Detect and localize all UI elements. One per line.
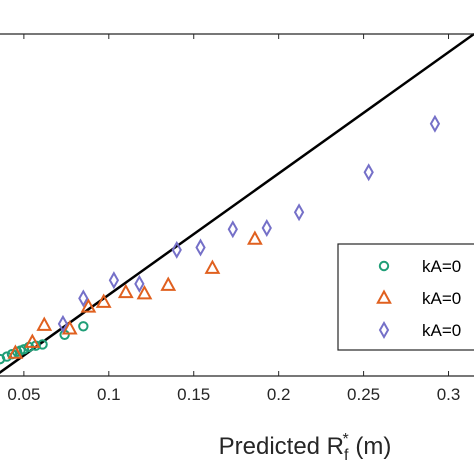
data-point-diamond: [227, 220, 238, 239]
legend-label: kA=0: [422, 289, 461, 308]
data-point-triangle: [24, 333, 41, 348]
x-axis-title: Predicted Rf* (m): [219, 431, 392, 464]
data-point-diamond: [171, 240, 182, 259]
legend-label: kA=0: [422, 257, 461, 276]
legend: kA=0 kA=0 kA=0: [337, 243, 474, 351]
x-tick-label: 0.15: [177, 385, 210, 404]
x-tick-label: 0.3: [437, 385, 461, 404]
x-axis-title-unit: (m): [349, 433, 392, 460]
data-point-diamond: [363, 163, 374, 182]
x-tick-label: 0.25: [347, 385, 380, 404]
data-point-circle: [78, 321, 89, 332]
data-point-triangle: [160, 276, 177, 291]
axes: 0.05 0.1 0.15 0.2 0.25 0.3: [0, 33, 474, 404]
data-point-diamond: [134, 274, 145, 293]
data-point-diamond: [293, 203, 305, 222]
data-point-triangle: [80, 298, 97, 313]
legend-marker-triangle: [376, 289, 392, 304]
data-point-triangle: [61, 320, 78, 335]
data-point-diamond: [261, 219, 272, 238]
series-diamond: [57, 114, 441, 333]
data-point-triangle: [117, 283, 134, 299]
data-point-triangle: [246, 230, 263, 245]
data-point-diamond: [429, 114, 441, 133]
x-axis-title-main: Predicted R: [219, 433, 344, 460]
legend-entry: kA=0: [376, 289, 461, 308]
x-axis-title-subscript: f: [344, 447, 349, 464]
data-point-circle: [1, 351, 13, 362]
data-point-triangle: [95, 293, 112, 308]
x-tick-label: 0.1: [97, 385, 121, 404]
legend-marker-circle: [378, 260, 390, 272]
plot-area: [0, 32, 474, 374]
x-axis-title-superscript: *: [342, 431, 348, 448]
reference-line: [0, 32, 474, 374]
data-point-triangle: [7, 344, 24, 359]
series-triangle: [7, 230, 263, 359]
x-tick-label: 0.05: [7, 385, 40, 404]
x-tick-label: 0.2: [267, 385, 291, 404]
data-point-diamond: [108, 271, 120, 290]
legend-marker-diamond: [378, 320, 390, 340]
data-point-triangle: [204, 259, 221, 274]
legend-box: [337, 243, 474, 351]
data-point-circle: [18, 344, 30, 355]
data-point-triangle: [136, 284, 153, 300]
legend-entry: kA=0: [378, 320, 461, 340]
data-point-triangle: [36, 316, 53, 331]
data-point-diamond: [78, 289, 89, 308]
legend-entry: kA=0: [378, 257, 461, 276]
legend-label: kA=0: [422, 321, 461, 340]
data-point-diamond: [195, 238, 206, 257]
data-point-diamond: [57, 314, 69, 333]
